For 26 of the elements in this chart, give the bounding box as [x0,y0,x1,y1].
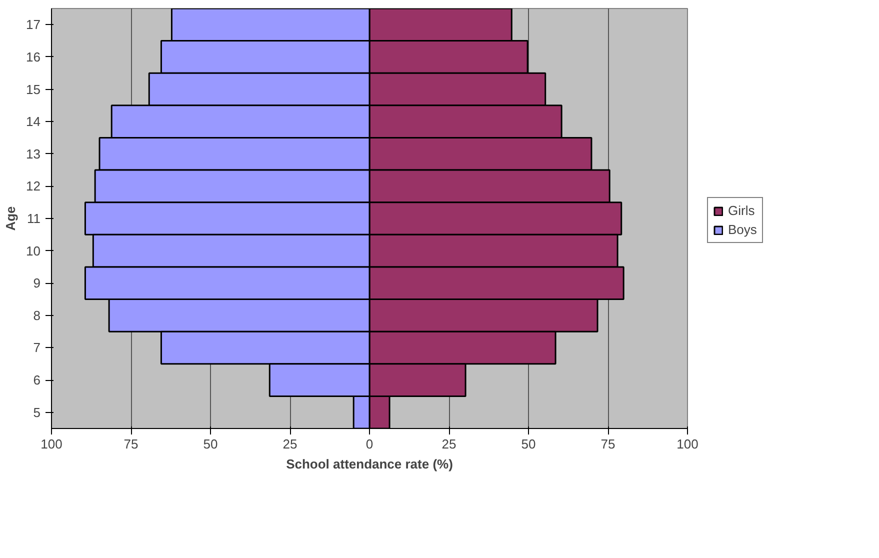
y-tick-label: 13 [26,146,41,162]
y-tick-label: 16 [26,49,41,64]
x-tick-label: 25 [282,436,298,452]
y-axis-title: Age [3,206,18,231]
y-tick-label: 15 [26,82,41,97]
y-tick-label: 17 [26,17,41,32]
legend-label: Boys [728,222,757,237]
x-tick-label: 50 [203,436,218,452]
y-tick-label: 9 [33,276,41,291]
y-tick-label: 5 [33,404,41,420]
x-axis-title: School attendance rate (%) [286,456,453,472]
x-tick-label: 50 [521,436,536,452]
x-tick-label: 100 [40,436,62,452]
y-tick-label: 12 [26,178,41,194]
x-tick-label: 75 [600,436,616,452]
y-tick-label: 14 [26,114,41,130]
x-tick-label: 75 [124,436,138,452]
x-tick-label: 0 [366,436,374,452]
y-tick-label: 8 [33,308,41,323]
x-tick-label: 25 [442,436,456,452]
x-tick-label: 100 [676,436,698,452]
y-tick-label: 7 [33,340,41,356]
y-tick-label: 10 [26,243,41,258]
legend-label: Girls [728,203,755,218]
y-tick-label: 11 [27,211,41,226]
y-tick-label: 6 [33,372,41,388]
